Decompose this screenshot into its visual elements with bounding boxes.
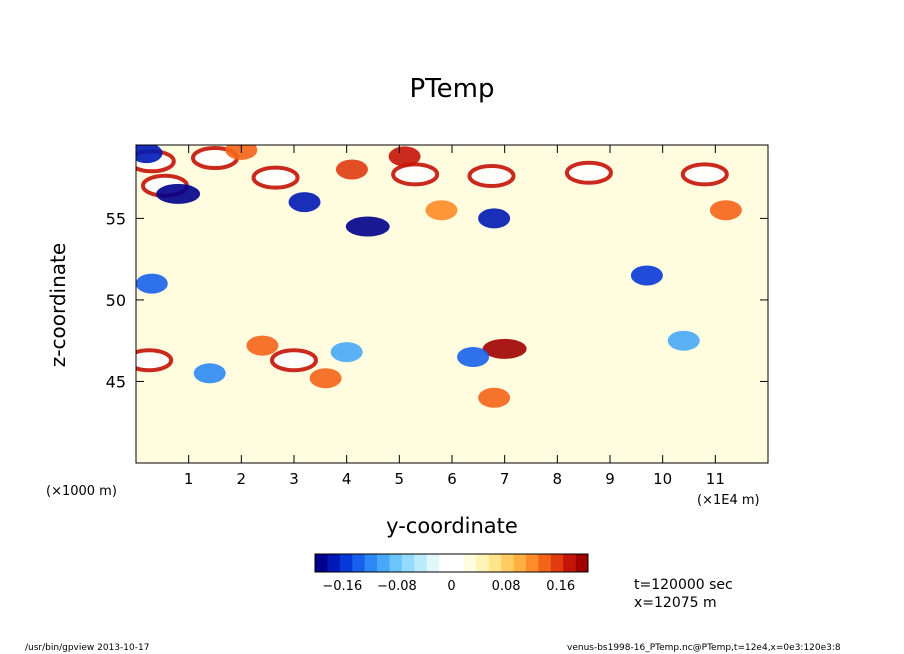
footer-source: venus-bs1998-16_PTemp.nc@PTemp,t=12e4,x=… <box>567 643 841 653</box>
y-tick-label: 45 <box>106 372 126 391</box>
colorbar-swatch <box>426 554 440 572</box>
field-feature <box>391 162 440 187</box>
colorbar-swatch <box>451 554 465 572</box>
x-axis-ticks: 1 2 3 4 5 6 7 8 9 10 11 <box>184 145 725 488</box>
field-feature <box>482 338 527 359</box>
colorbar-swatch <box>364 554 378 572</box>
heatmap-field <box>136 145 768 463</box>
colorbar-tick-label: −0.16 <box>322 579 362 594</box>
colorbar-swatch <box>439 554 452 572</box>
y-tick-label: 50 <box>106 291 126 310</box>
y-axis-ticks: 45 50 55 <box>106 209 768 391</box>
info-block: t=120000 sec x=12075 m <box>634 576 733 612</box>
field-feature <box>335 159 368 180</box>
colorbar-swatch <box>401 554 415 572</box>
heatmap-background <box>136 145 768 463</box>
field-feature <box>251 165 300 190</box>
field-feature <box>309 368 342 389</box>
colorbar-tick-label: 0.08 <box>492 579 521 594</box>
x-tick-label: 4 <box>342 470 352 488</box>
x-tick-label: 1 <box>184 470 194 488</box>
x-tick-label: 5 <box>395 470 405 488</box>
colorbar-swatch <box>463 554 477 572</box>
field-feature <box>193 363 226 384</box>
field-feature <box>136 348 174 373</box>
colorbar-swatch <box>501 554 514 572</box>
colorbar-tick-label: 0 <box>447 579 455 594</box>
field-feature <box>478 387 511 408</box>
colorbar-swatch <box>315 554 328 572</box>
field-feature <box>478 208 511 229</box>
field-feature <box>156 183 201 204</box>
colorbar-swatch <box>563 554 576 572</box>
field-feature <box>630 265 663 286</box>
x-unit-left: (×1000 m) <box>46 484 117 499</box>
y-tick-label: 55 <box>106 209 126 228</box>
field-feature <box>288 192 321 213</box>
field-feature <box>270 348 318 373</box>
colorbar-swatch <box>513 554 527 572</box>
x-unit-right: (×1E4 m) <box>697 493 760 508</box>
footer-program: /usr/bin/gpview 2013-10-17 <box>25 643 150 653</box>
x-tick-label: 7 <box>500 470 510 488</box>
colorbar-swatch <box>476 554 490 572</box>
field-feature <box>136 273 168 294</box>
chart-title: PTemp <box>409 74 495 104</box>
colorbar-swatch <box>538 554 552 572</box>
colorbar: −0.16 −0.08 0 0.08 0.16 <box>314 553 589 594</box>
x-tick-label: 9 <box>605 470 615 488</box>
position-readout: x=12075 m <box>634 595 717 611</box>
x-tick-label: 2 <box>237 470 247 488</box>
field-feature <box>467 163 516 188</box>
field-feature <box>330 342 363 363</box>
colorbar-swatch <box>327 554 341 572</box>
colorbar-swatch <box>488 554 502 572</box>
field-feature <box>667 330 700 351</box>
colorbar-swatch <box>339 554 353 572</box>
field-feature <box>136 145 163 164</box>
x-tick-label: 8 <box>553 470 563 488</box>
x-axis-label: y-coordinate <box>386 514 518 538</box>
field-feature <box>709 200 742 221</box>
colorbar-swatch <box>389 554 403 572</box>
colorbar-swatch <box>352 554 365 572</box>
colorbar-swatch <box>414 554 427 572</box>
colorbar-swatch <box>575 554 589 572</box>
colorbar-swatch <box>377 554 390 572</box>
field-feature <box>564 160 613 185</box>
colorbar-swatch <box>525 554 539 572</box>
x-tick-label: 11 <box>706 470 725 488</box>
x-tick-label: 3 <box>289 470 299 488</box>
field-feature <box>680 162 729 187</box>
colorbar-tick-label: 0.16 <box>546 579 575 594</box>
time-readout: t=120000 sec <box>634 577 733 593</box>
field-feature <box>345 216 390 237</box>
colorbar-frame <box>314 553 589 573</box>
field-feature <box>425 200 458 221</box>
colorbar-swatch <box>550 554 564 572</box>
x-tick-label: 6 <box>447 470 457 488</box>
x-tick-label: 10 <box>653 470 672 488</box>
field-feature <box>388 146 421 167</box>
field-feature <box>246 335 279 356</box>
colorbar-tick-label: −0.08 <box>377 579 417 594</box>
field-feature <box>457 347 490 367</box>
